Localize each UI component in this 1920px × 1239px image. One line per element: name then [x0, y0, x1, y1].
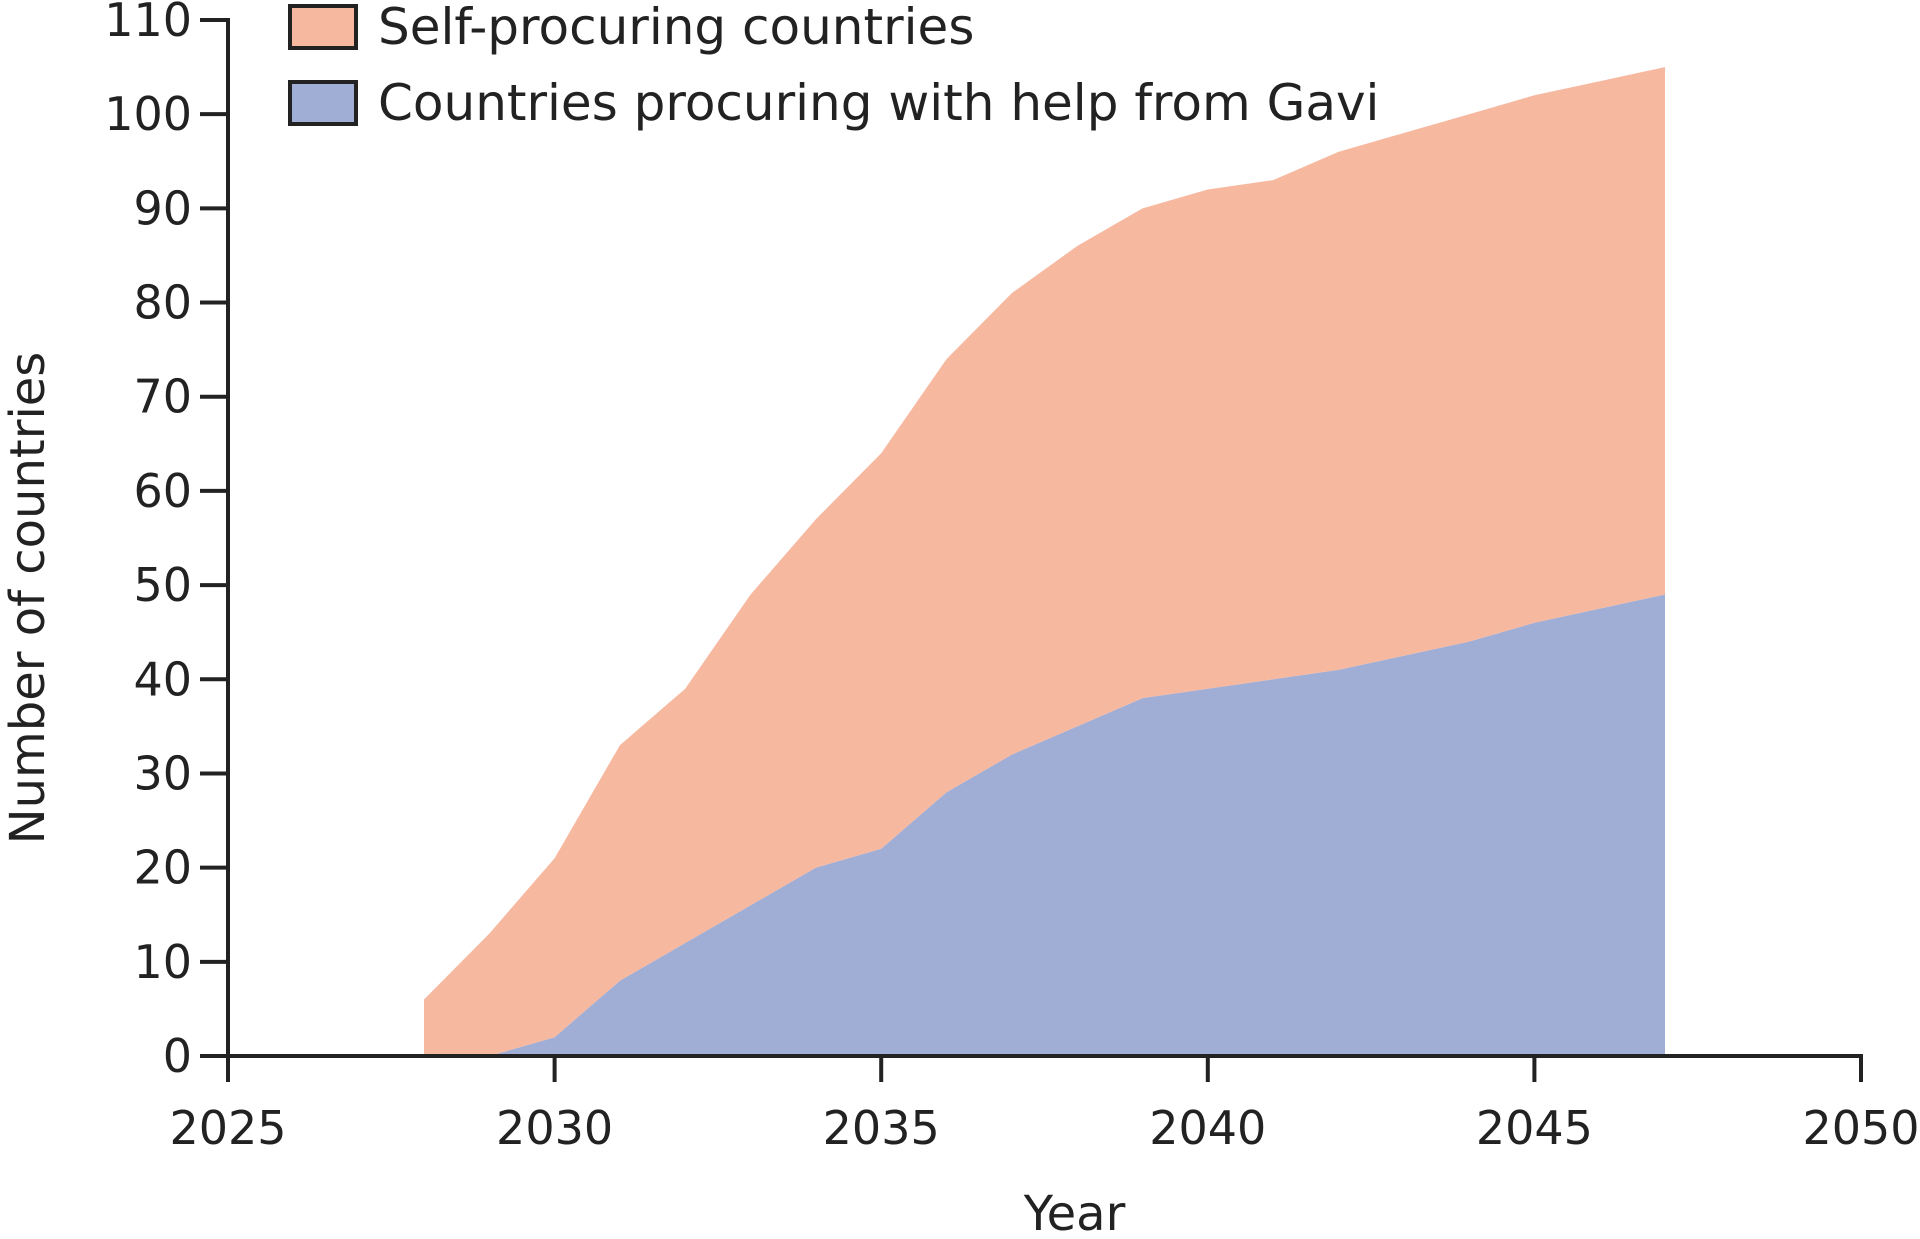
legend: Self-procuring countries Countries procur… — [288, 0, 1379, 132]
y-tick-label: 20 — [133, 841, 192, 895]
area-series-1 — [424, 67, 1665, 1057]
y-tick-label: 30 — [133, 746, 192, 800]
x-tick-label: 2025 — [169, 1101, 286, 1155]
y-tick-label: 0 — [163, 1029, 192, 1083]
y-tick-label: 80 — [133, 276, 192, 330]
x-axis-title: Year — [1023, 1186, 1126, 1235]
y-tick-label: 70 — [133, 370, 192, 424]
legend-swatch — [288, 80, 358, 126]
y-tick-label: 60 — [133, 464, 192, 518]
x-tick-label: 2040 — [1149, 1101, 1266, 1155]
y-tick-label: 90 — [133, 181, 192, 235]
y-tick-label: 10 — [133, 935, 192, 989]
x-tick-label: 2045 — [1476, 1101, 1593, 1155]
legend-label: Countries procuring with help from Gavi — [378, 74, 1379, 132]
areas-layer — [424, 67, 1665, 1057]
legend-label: Self-procuring countries — [378, 0, 974, 56]
x-tick-label: 2035 — [823, 1101, 940, 1155]
y-tick-label: 100 — [104, 87, 192, 141]
area-series-0 — [424, 594, 1665, 1056]
y-tick-label: 50 — [133, 558, 192, 612]
y-tick-label: 110 — [104, 0, 192, 47]
x-tick-label: 2030 — [496, 1101, 613, 1155]
legend-swatch — [288, 4, 358, 50]
y-axis-title: Number of countries — [0, 352, 56, 845]
y-tick-label: 40 — [133, 652, 192, 706]
x-tick-label: 2050 — [1802, 1101, 1919, 1155]
